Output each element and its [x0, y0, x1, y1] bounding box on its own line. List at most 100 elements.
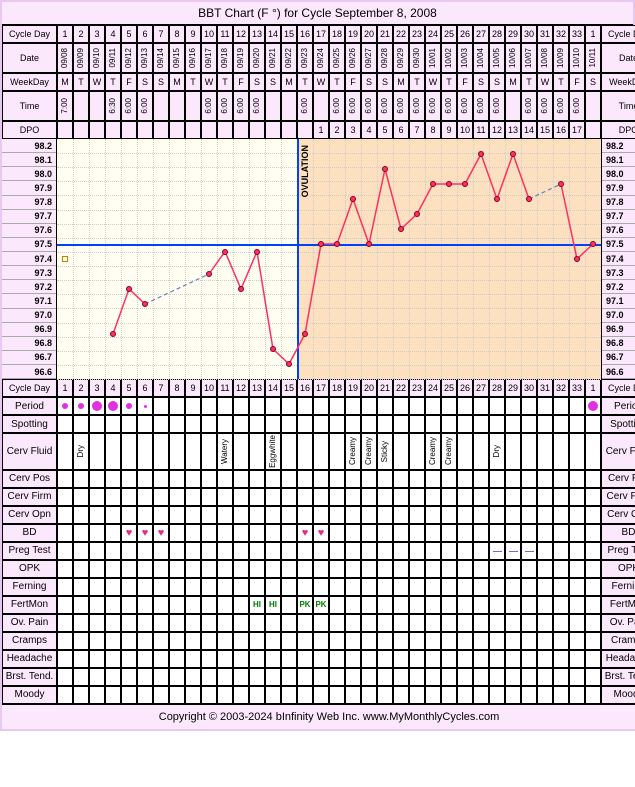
- data-cell: [393, 433, 409, 470]
- data-cell: [297, 578, 313, 596]
- data-cell: [57, 433, 73, 470]
- row-label: Preg Test: [2, 542, 57, 560]
- data-cell: [105, 632, 121, 650]
- data-cell: [393, 506, 409, 524]
- data-cell: [185, 632, 201, 650]
- data-cell: [441, 415, 457, 433]
- data-cell: [409, 397, 425, 415]
- data-cell: [313, 560, 329, 578]
- data-cell: [329, 650, 345, 668]
- data-cell: [457, 470, 473, 488]
- data-cell: [121, 650, 137, 668]
- data-cell: Creamy: [361, 433, 377, 470]
- y-tick: 97.4: [602, 252, 635, 266]
- data-cell: 09/14: [153, 43, 169, 73]
- data-cell: [89, 650, 105, 668]
- y-tick: 97.6: [2, 224, 56, 238]
- data-cell: [233, 470, 249, 488]
- data-cell: [217, 632, 233, 650]
- data-cell: [185, 686, 201, 704]
- data-cell: [169, 121, 185, 139]
- data-cell: [489, 470, 505, 488]
- data-cell: [105, 433, 121, 470]
- data-cell: [201, 560, 217, 578]
- data-cell: [313, 542, 329, 560]
- data-cell: 6:00: [377, 91, 393, 121]
- data-cell: [265, 121, 281, 139]
- period-dot: [126, 403, 132, 409]
- data-cell: [265, 632, 281, 650]
- temp-point: [110, 331, 116, 337]
- data-cell: [169, 470, 185, 488]
- data-cell: [313, 686, 329, 704]
- data-cell: [585, 632, 601, 650]
- data-cell: [201, 542, 217, 560]
- y-tick: 96.7: [2, 351, 56, 365]
- data-cell: [537, 524, 553, 542]
- data-cell: 16: [553, 121, 569, 139]
- data-cell: [457, 415, 473, 433]
- data-cell: [537, 632, 553, 650]
- data-cell: [521, 578, 537, 596]
- data-cell: 09/22: [281, 43, 297, 73]
- data-cell: [377, 470, 393, 488]
- data-cell: HI: [265, 596, 281, 614]
- data-cell: F: [345, 73, 361, 91]
- data-cell: [73, 632, 89, 650]
- data-cell: [569, 506, 585, 524]
- data-cell: 09/08: [57, 43, 73, 73]
- data-cell: [105, 614, 121, 632]
- y-tick: 96.9: [602, 323, 635, 337]
- data-cell: [217, 542, 233, 560]
- row-label-right: Time: [601, 91, 635, 121]
- data-cell: [201, 596, 217, 614]
- cell-text: Creamy: [429, 437, 437, 465]
- data-cell: [569, 433, 585, 470]
- data-cell: [185, 415, 201, 433]
- data-cell: [249, 560, 265, 578]
- temp-point: [126, 286, 132, 292]
- data-cell: 18: [329, 25, 345, 43]
- data-cell: [457, 650, 473, 668]
- data-cell: W: [313, 73, 329, 91]
- y-tick: 97.1: [2, 294, 56, 308]
- data-cell: [457, 596, 473, 614]
- data-cell: [73, 596, 89, 614]
- data-cell: [201, 506, 217, 524]
- data-cell: 30: [521, 379, 537, 397]
- data-cell: [393, 578, 409, 596]
- row-label-right: Period: [601, 397, 635, 415]
- data-cell: T: [185, 73, 201, 91]
- data-cell: [585, 560, 601, 578]
- data-cell: [553, 488, 569, 506]
- period-dot: [144, 405, 147, 408]
- data-cell: [473, 542, 489, 560]
- data-cell: [121, 542, 137, 560]
- row-label-right: Cycle Day: [601, 25, 635, 43]
- data-cell: [553, 470, 569, 488]
- data-cell: [121, 433, 137, 470]
- data-cell: 6:00: [521, 91, 537, 121]
- data-cell: 09/25: [329, 43, 345, 73]
- row-label-right: Cerv Opn: [601, 506, 635, 524]
- data-cell: [505, 614, 521, 632]
- data-cell: F: [457, 73, 473, 91]
- y-tick: 96.8: [602, 337, 635, 351]
- data-cell: [537, 668, 553, 686]
- row-label-right: Brst. Tend.: [601, 668, 635, 686]
- data-cell: [521, 397, 537, 415]
- data-cell: [361, 506, 377, 524]
- data-cell: [281, 415, 297, 433]
- data-cell: [569, 668, 585, 686]
- data-cell: 6:00: [137, 91, 153, 121]
- data-cell: [409, 542, 425, 560]
- data-cell: [409, 632, 425, 650]
- data-cell: [521, 686, 537, 704]
- data-cell: M: [393, 73, 409, 91]
- data-cell: [425, 614, 441, 632]
- row-label-right: Cerv Firm: [601, 488, 635, 506]
- data-cell: [201, 488, 217, 506]
- data-cell: [377, 596, 393, 614]
- data-cell: [249, 415, 265, 433]
- data-cell: 10/08: [537, 43, 553, 73]
